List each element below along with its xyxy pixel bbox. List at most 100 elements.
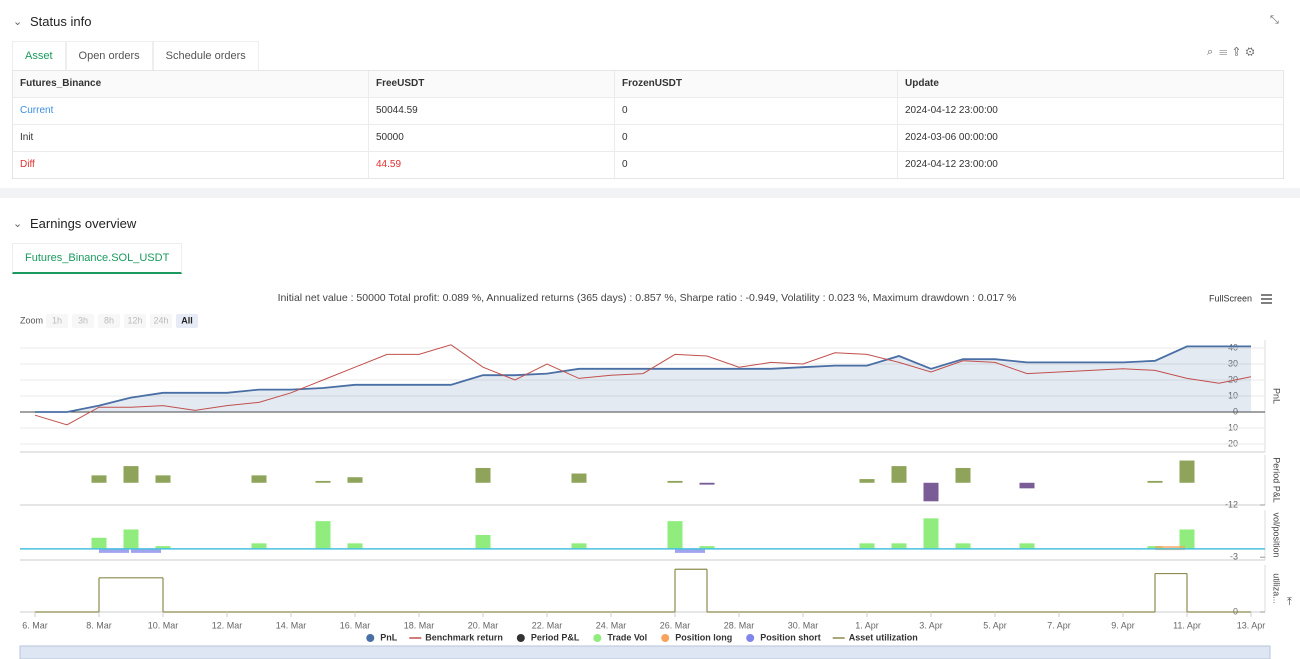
x-tick-label: 11. Apr (1173, 620, 1201, 630)
bar (859, 479, 875, 483)
table-cell: 0 (615, 98, 898, 124)
bar (955, 543, 971, 549)
bar (1179, 529, 1195, 549)
zoom-option[interactable]: 12h (127, 315, 142, 325)
x-tick-label: 22. Mar (532, 620, 563, 630)
bar (155, 546, 171, 549)
legend-item[interactable]: Benchmark return (409, 632, 503, 642)
legend-item[interactable]: Trade Vol (593, 632, 647, 642)
y-axis-title: Period P&L (1272, 457, 1282, 503)
bar (571, 543, 587, 549)
bar (155, 475, 171, 483)
legend-symbol (366, 634, 375, 642)
header-cell: FrozenUSDT (615, 71, 898, 97)
bar (923, 518, 939, 549)
y-tick-label: -12 (1225, 499, 1238, 509)
table-cell: 50000 (369, 125, 615, 151)
x-tick-label: 13. Apr (1237, 620, 1266, 630)
y-tick-label: 0 (1233, 406, 1238, 416)
zoom-option[interactable]: 24h (153, 315, 168, 325)
navigator[interactable] (19, 645, 1271, 659)
bar (91, 475, 107, 483)
bar (571, 473, 587, 483)
zoom-button[interactable] (46, 314, 68, 328)
x-tick-label: 24. Mar (596, 620, 627, 630)
menu-icon[interactable] (1261, 294, 1272, 304)
bar (667, 480, 683, 483)
legend-item[interactable]: Position long (661, 632, 732, 642)
legend-label: Period P&L (531, 632, 580, 642)
earnings-title: Earnings overview (30, 216, 137, 231)
status-tab[interactable]: Asset (12, 41, 66, 70)
bar (251, 475, 267, 483)
y-tick-label: 30 (1228, 358, 1238, 368)
table-cell: 0 (615, 125, 898, 151)
legend-symbol (593, 634, 602, 642)
table-row: Diff 44.59 0 2024-04-12 23:00:00 (13, 152, 1283, 178)
legend-symbol (661, 634, 670, 642)
fullscreen-button[interactable]: FullScreen (1209, 293, 1252, 303)
scroll-top[interactable]: ⤒ (1287, 596, 1292, 608)
bar (1019, 543, 1035, 549)
table-cell: 2024-04-12 23:00:00 (905, 159, 998, 170)
line (34, 344, 1252, 426)
bar (123, 529, 139, 549)
x-tick-label: 20. Mar (468, 620, 499, 630)
zoom-button[interactable] (98, 314, 120, 328)
y-tick-label: 0 (1233, 606, 1238, 616)
x-tick-label: 18. Mar (404, 620, 435, 630)
status-card: ⌄ Status info ⤡ Asset Open orders Schedule… (0, 0, 1300, 188)
earnings-tabs: Futures_Binance.SOL_USDT (12, 243, 183, 274)
y-tick-label: -20 (1225, 438, 1238, 448)
header-cell: Update (905, 78, 939, 89)
bar (315, 521, 331, 549)
bar (675, 548, 705, 553)
legend-label: PnL (380, 632, 398, 642)
collapse-icon[interactable]: ⌄ (13, 16, 23, 28)
legend-symbol (746, 634, 755, 642)
y-tick-label: -10 (1225, 422, 1238, 432)
zoom-option[interactable]: 8h (104, 315, 114, 325)
status-tab[interactable]: Open orders (65, 41, 153, 70)
legend-item[interactable]: Period P&L (516, 632, 580, 642)
area (35, 346, 1251, 412)
line (35, 345, 1251, 413)
legend-item[interactable]: Position short (746, 632, 821, 642)
table-cell: 50044.59 (369, 98, 615, 124)
table-cell: 2024-03-06 00:00:00 (905, 132, 998, 143)
bar (99, 548, 129, 553)
zoom-option[interactable]: All (181, 315, 193, 325)
legend-label: Asset utilization (849, 632, 918, 642)
status-tab[interactable]: Schedule orders (152, 41, 259, 70)
table-cell: Diff (13, 152, 369, 178)
x-tick-label: 12. Mar (212, 620, 243, 630)
zoom-option[interactable]: 3h (78, 315, 88, 325)
x-tick-label: 14. Mar (276, 620, 307, 630)
bar (1155, 546, 1185, 551)
bar (123, 466, 139, 483)
table-cell: Current (13, 98, 369, 124)
expand-icon[interactable]: ⤡ (1270, 14, 1279, 26)
legend-label: Position short (760, 632, 821, 642)
zoom-button[interactable] (150, 314, 172, 328)
bar (347, 477, 363, 483)
status-title: Status info (30, 14, 92, 29)
legend-item[interactable]: PnL (366, 632, 398, 642)
legend-label: Benchmark return (425, 632, 503, 642)
collapse-icon[interactable]: ⌄ (13, 218, 23, 230)
zoom-button[interactable] (72, 314, 94, 328)
bar (91, 537, 107, 549)
toolbar-icons[interactable]: ⌕☰⇪⚙ (1207, 46, 1261, 58)
bar (475, 467, 491, 483)
zoom-button[interactable] (176, 314, 198, 328)
zoom-button[interactable] (124, 314, 146, 328)
bar (475, 535, 491, 549)
legend-item[interactable]: Asset utilization (832, 632, 918, 642)
symbol-tab[interactable]: Futures_Binance.SOL_USDT (12, 243, 183, 274)
bar (1179, 460, 1195, 483)
table-cell: 2024-04-12 23:00:00 (905, 105, 998, 116)
y-axis-title: vol/position (1272, 512, 1282, 557)
zoom-option[interactable]: 1h (52, 315, 62, 325)
bar (667, 521, 683, 549)
